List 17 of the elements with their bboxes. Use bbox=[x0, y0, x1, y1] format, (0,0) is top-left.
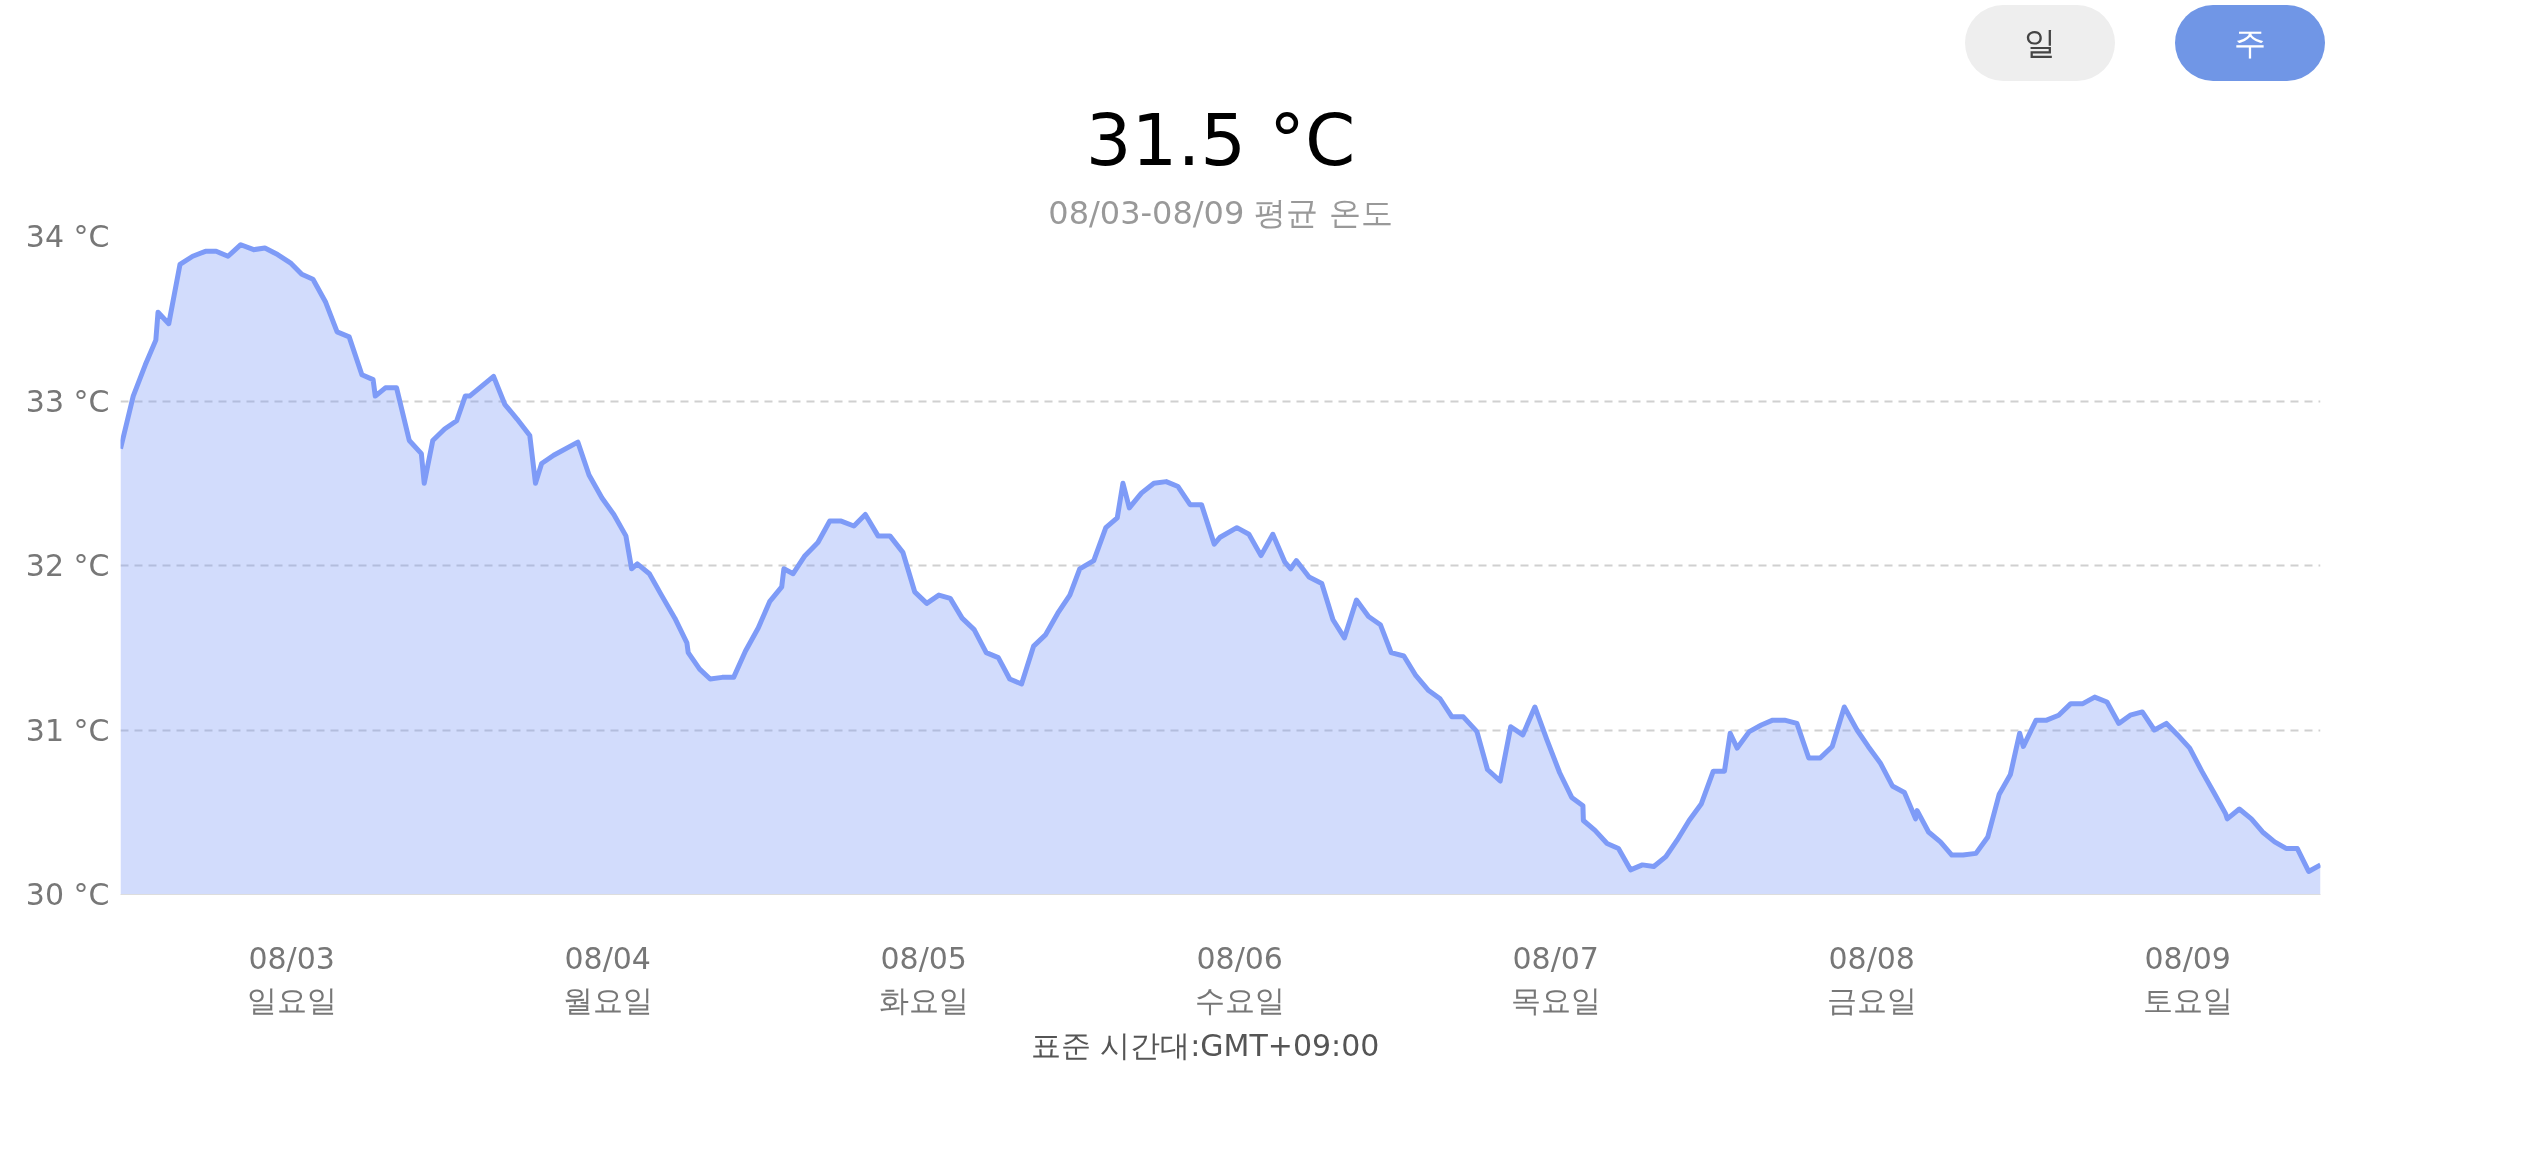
y-tick-label: 31 °C bbox=[25, 712, 110, 748]
text: 일 bbox=[1965, 5, 2115, 81]
x-tick-label: 08/06 수요일 bbox=[1194, 940, 1285, 1018]
x-tick-label: 08/08 금요일 bbox=[1826, 940, 1917, 1018]
x-tick-label: 08/04 월요일 bbox=[562, 940, 653, 1018]
y-tick-label: 33 °C bbox=[25, 383, 110, 419]
text: 표준 시간대:GMT+09:00 bbox=[1030, 1027, 1380, 1065]
x-tick-label: 08/09 토요일 bbox=[2142, 940, 2233, 1018]
x-tick-label: 08/03 일요일 bbox=[246, 940, 337, 1018]
chart-subtitle: 08/03-08/09 평균 온도 bbox=[1048, 193, 1393, 232]
x-tick-label: 08/05 화요일 bbox=[878, 940, 969, 1018]
y-tick-label: 34 °C bbox=[25, 219, 110, 254]
chart-title: 31.5 °C bbox=[1085, 97, 1356, 182]
y-tick-label: 32 °C bbox=[25, 548, 110, 583]
text: 주 bbox=[2175, 5, 2325, 81]
y-tick-label: 30 °C bbox=[25, 877, 110, 912]
x-tick-label: 08/07 목요일 bbox=[1510, 940, 1601, 1018]
